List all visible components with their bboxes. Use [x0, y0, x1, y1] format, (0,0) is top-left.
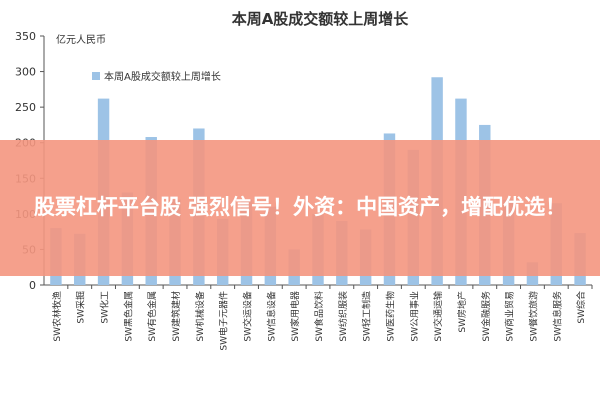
- x-tick-label: SW化工: [99, 291, 111, 324]
- x-tick-label: SW餐饮旅游: [527, 291, 539, 342]
- x-tick-label: SW建筑建材: [170, 291, 182, 342]
- legend-swatch: [92, 72, 100, 80]
- x-tick-label: SW电子元器件: [218, 291, 230, 351]
- y-tick-label: 250: [15, 101, 36, 114]
- x-tick-label: SW商业贸易: [504, 291, 516, 342]
- x-tick-label: SW采掘: [75, 291, 87, 324]
- y-tick-label: 0: [29, 279, 36, 292]
- x-tick-label: SW综合: [575, 291, 587, 324]
- x-tick-label: SW食品饮料: [313, 291, 325, 342]
- x-tick-label: SW农林牧渔: [51, 291, 63, 342]
- x-tick-label: SW公用事业: [408, 291, 420, 342]
- x-tick-label: SW交运设备: [242, 291, 254, 342]
- x-tick-label: SW医药生物: [384, 291, 396, 342]
- legend-label: 本周A股成交额较上周增长: [104, 70, 221, 83]
- y-tick-label: 300: [15, 66, 36, 79]
- x-tick-label: SW金融服务: [480, 291, 492, 342]
- x-tick-label: SW信息服务: [551, 291, 563, 342]
- x-tick-label: SW纺织服装: [337, 291, 349, 342]
- x-tick-label: SW轻工制造: [361, 291, 373, 342]
- promo-banner-text[interactable]: 股票杠杆平台股 强烈信号！外资：中国资产，增配优选！: [33, 195, 567, 220]
- x-tick-label: SW机械设备: [194, 291, 206, 342]
- x-tick-label: SW房地产: [456, 291, 468, 333]
- promo-banner[interactable]: 股票杠杆平台股 强烈信号！外资：中国资产，增配优选！: [0, 140, 600, 276]
- x-tick-label: SW家用电器: [289, 291, 301, 342]
- x-tick-label: SW黑色金属: [122, 291, 134, 342]
- x-tick-label: SW信息设备: [265, 291, 277, 342]
- x-tick-label: SW有色金属: [146, 291, 158, 342]
- x-tick-label: SW交通运输: [432, 291, 444, 342]
- chart-title: 本周A股成交额较上周增长: [232, 10, 410, 28]
- y-axis-unit-label: 亿元人民币: [56, 33, 106, 46]
- legend: 本周A股成交额较上周增长: [92, 70, 221, 83]
- y-tick-label: 350: [15, 30, 36, 43]
